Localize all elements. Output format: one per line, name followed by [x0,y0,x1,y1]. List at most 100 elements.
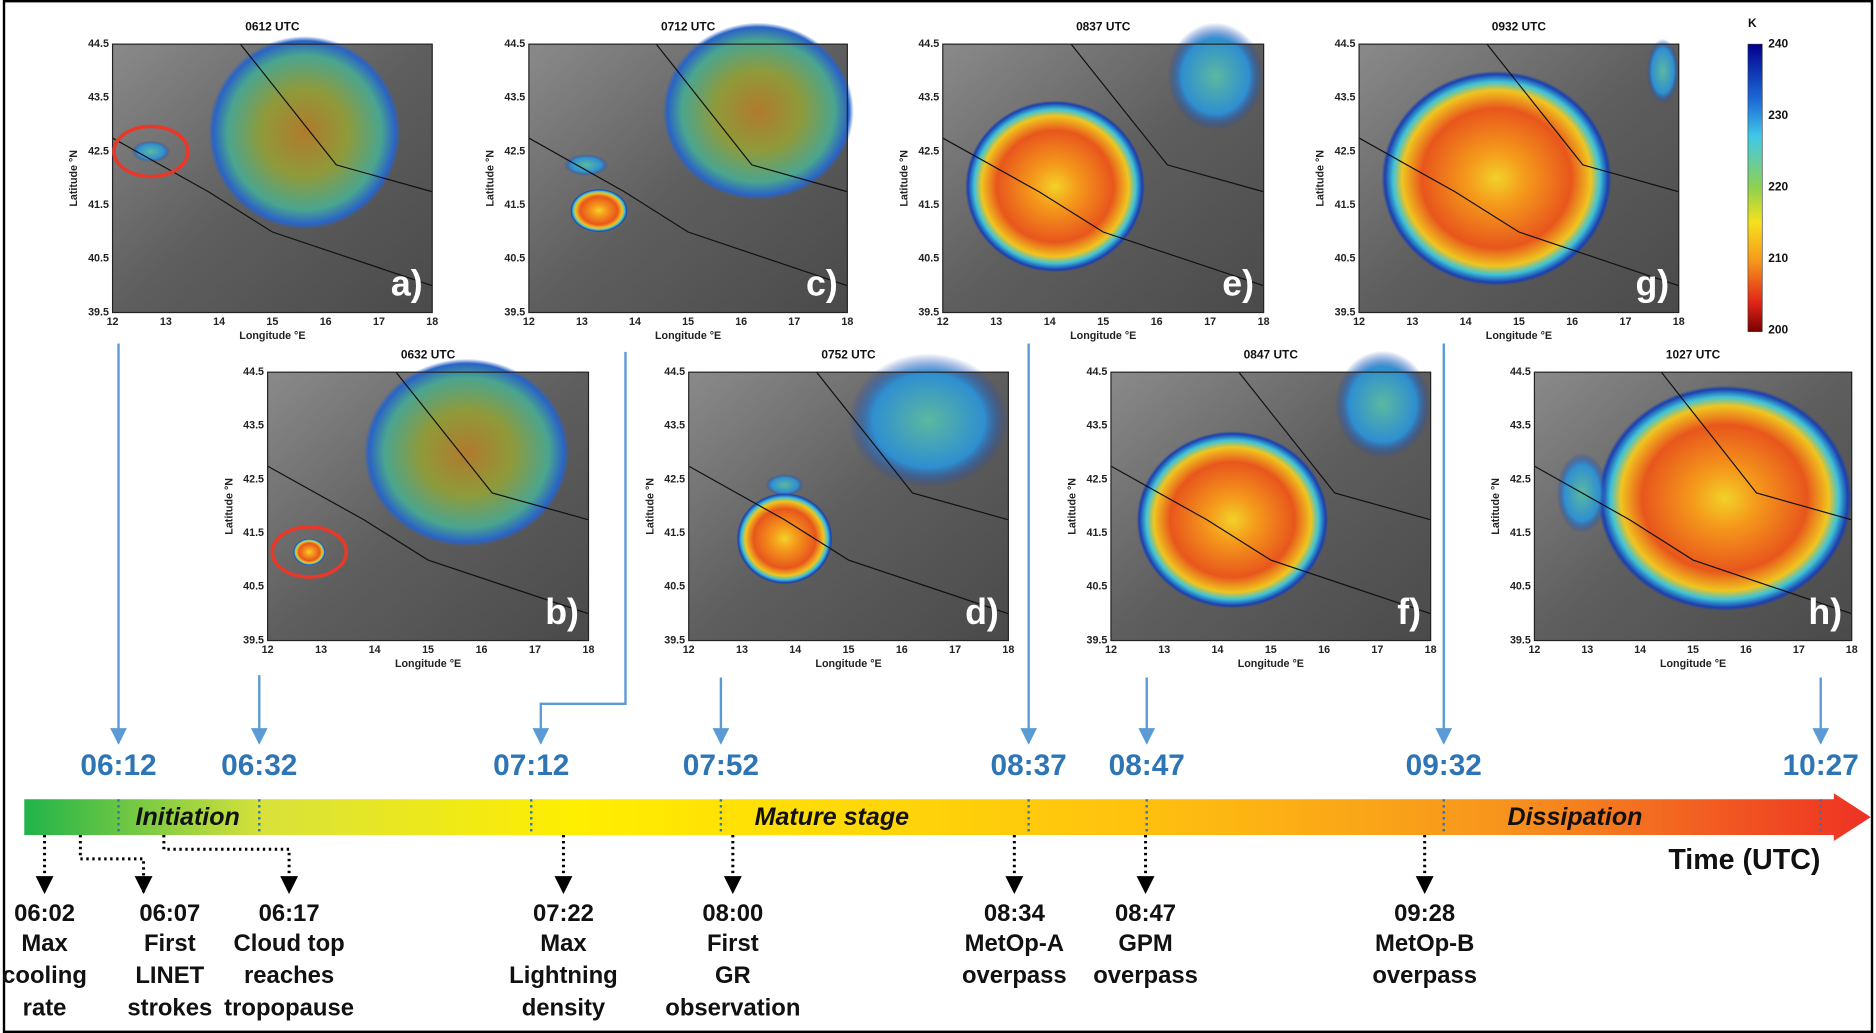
cloud-top [364,359,569,547]
y-axis-label: Latitude °N [644,478,656,535]
y-tick-label: 44.5 [1335,38,1356,50]
y-tick-label: 43.5 [1335,92,1356,104]
x-tick-label: 14 [1212,644,1224,656]
event-text: overpass [1372,962,1477,989]
y-tick-label: 41.5 [1335,199,1356,211]
colorbar-unit: K [1748,16,1757,30]
x-tick-label: 17 [373,316,385,328]
x-axis-label: Longitude °E [1238,658,1304,670]
event-text: Max [21,930,68,957]
y-tick-label: 39.5 [504,306,525,318]
y-tick-label: 41.5 [1510,527,1531,539]
y-tick-label: 43.5 [1510,420,1531,432]
stage-label: Mature stage [755,803,909,831]
colorbar-tick: 210 [1768,251,1788,265]
x-tick-label: 15 [1265,644,1277,656]
y-tick-label: 39.5 [1087,634,1108,646]
x-tick-label: 17 [1204,316,1216,328]
x-tick-label: 18 [1673,316,1685,328]
y-tick-label: 43.5 [88,92,109,104]
map-panel: 1027 UTCh)1213141516171844.543.542.541.5… [1490,348,1858,671]
x-tick-label: 14 [629,316,641,328]
x-tick-label: 15 [1687,644,1699,656]
event-time: 08:34 [984,900,1046,927]
time-label: 06:32 [221,749,297,782]
map-panel: 0847 UTCf)1213141516171844.543.542.541.5… [1067,348,1437,671]
y-tick-label: 44.5 [918,38,939,50]
y-tick-label: 41.5 [504,199,525,211]
stage-label: Dissipation [1508,803,1643,831]
x-tick-label: 17 [1620,316,1632,328]
x-tick-label: 13 [576,316,588,328]
y-axis-label: Latitude °N [1490,478,1502,535]
y-tick-label: 40.5 [664,581,685,593]
cloud-top [1381,71,1611,286]
y-tick-label: 40.5 [243,581,264,593]
x-tick-label: 15 [1513,316,1525,328]
x-tick-label: 16 [320,316,332,328]
y-tick-label: 39.5 [664,634,685,646]
y-tick-label: 42.5 [243,473,264,485]
y-tick-label: 43.5 [664,420,685,432]
panel-title: 0847 UTC [1244,348,1299,362]
x-tick-label: 13 [315,644,327,656]
panel-letter: g) [1635,264,1669,304]
time-axis-label: Time (UTC) [1668,844,1820,876]
event-time: 06:07 [139,900,200,927]
event-text: overpass [962,962,1067,989]
map-panel: 0932 UTCg)1213141516171844.543.542.541.5… [1315,20,1685,343]
y-tick-label: 39.5 [88,306,109,318]
event-text: density [522,994,606,1021]
x-tick-label: 14 [1044,316,1056,328]
event-text: MetOp-A [965,930,1064,957]
y-tick-label: 40.5 [504,253,525,265]
event-text: tropopause [224,994,354,1021]
cloud-top [1598,386,1852,611]
event-text: strokes [127,994,212,1021]
colorbar-tick: 220 [1768,179,1788,193]
panel-title: 0932 UTC [1492,20,1547,34]
x-tick-label: 18 [1002,644,1014,656]
y-tick-label: 40.5 [1087,581,1108,593]
cloud-top [1335,351,1431,458]
y-tick-label: 40.5 [918,253,939,265]
event-arrow [80,835,143,892]
map-panel: 0612 UTCa)1213141516171844.543.542.541.5… [68,20,438,343]
panel-title: 1027 UTC [1666,348,1721,362]
y-tick-label: 43.5 [1087,420,1108,432]
cloud-top [570,189,627,232]
y-tick-label: 40.5 [88,253,109,265]
event-time: 07:22 [533,900,594,927]
y-tick-label: 41.5 [88,199,109,211]
panel-letter: a) [391,264,423,304]
y-tick-label: 41.5 [1087,527,1108,539]
x-tick-label: 15 [1097,316,1109,328]
x-tick-label: 18 [1846,644,1858,656]
y-tick-label: 39.5 [243,634,264,646]
event-text: overpass [1093,962,1198,989]
cloud-top [1647,39,1679,103]
figure: 0612 UTCa)1213141516171844.543.542.541.5… [0,0,1876,1033]
cloud-top [849,353,1009,487]
event-time: 08:47 [1115,900,1176,927]
y-axis-label: Latitude °N [898,150,910,207]
panel-title: 0837 UTC [1076,20,1131,34]
cloud-top [564,154,609,175]
cloud-top [208,36,400,229]
x-tick-label: 14 [369,644,381,656]
y-tick-label: 44.5 [88,38,109,50]
y-axis-label: Latitude °N [223,478,235,535]
panel-letter: c) [806,264,838,304]
time-label: 09:32 [1406,749,1482,782]
y-tick-label: 43.5 [243,420,264,432]
event-text: Lightning [509,962,618,989]
panel-letter: b) [545,592,579,632]
x-tick-label: 18 [1425,644,1437,656]
cloud-top [293,539,325,566]
x-tick-label: 16 [1740,644,1752,656]
y-tick-label: 44.5 [504,38,525,50]
cloud-top [965,100,1145,272]
x-tick-label: 15 [266,316,278,328]
event-text: LINET [135,962,204,989]
